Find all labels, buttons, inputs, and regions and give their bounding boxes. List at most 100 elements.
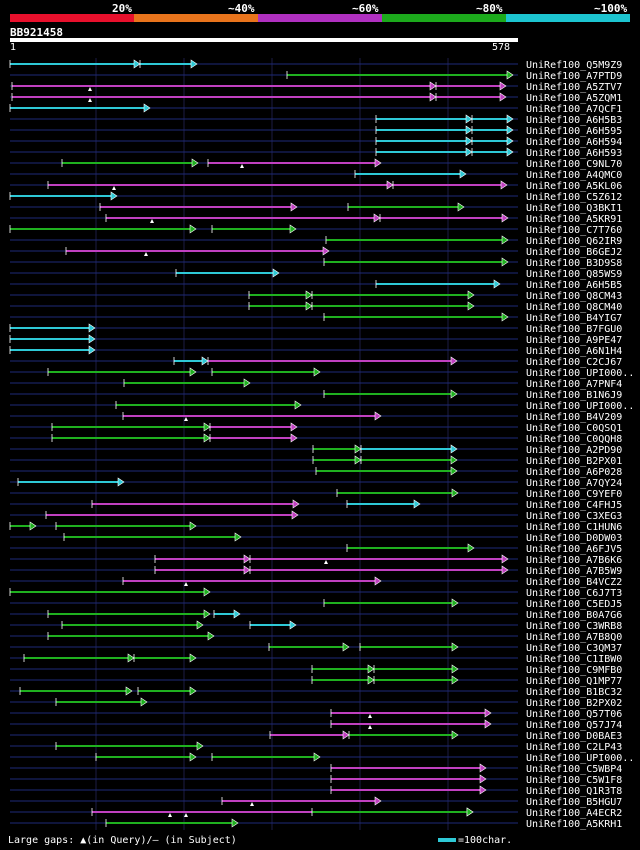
hsp-arrow <box>501 312 509 322</box>
hsp-arrow <box>450 356 458 366</box>
hit-label: UniRef100_A2PD90 <box>526 445 622 456</box>
hit-label: UniRef100_Q1R3T8 <box>526 786 622 797</box>
hsp-arrow <box>450 389 458 399</box>
hsp-arrow <box>88 345 96 355</box>
hsp-arrow <box>305 290 313 300</box>
hsp-arrow <box>272 268 280 278</box>
hsp-arrow <box>207 631 215 641</box>
hsp-arrow <box>289 224 297 234</box>
legend-band-40 <box>134 14 258 22</box>
query-gap-marker <box>168 813 172 817</box>
hsp-arrow <box>322 246 330 256</box>
hit-label: UniRef100_C2LP43 <box>526 742 622 753</box>
hsp-arrow <box>189 752 197 762</box>
hsp-arrow <box>196 741 204 751</box>
hit-label: UniRef100_A7PNF4 <box>526 379 622 390</box>
hsp-arrow <box>354 455 362 465</box>
hit-label: UniRef100_A6H5B3 <box>526 115 622 126</box>
hsp-arrow <box>189 367 197 377</box>
hit-label: UniRef100_C9YEF0 <box>526 489 622 500</box>
hsp-arrow <box>500 180 508 190</box>
hsp-arrow <box>506 125 514 135</box>
hsp-arrow <box>125 686 133 696</box>
hit-label: UniRef100_Q57T06 <box>526 709 622 720</box>
hit-label: UniRef100_D0BAE3 <box>526 731 622 742</box>
hsp-arrow <box>429 81 437 91</box>
hsp-arrow <box>88 334 96 344</box>
legend-label-80: ~80% <box>476 2 503 15</box>
hit-label: UniRef100_B3D9S8 <box>526 258 622 269</box>
hsp-arrow <box>479 774 487 784</box>
hit-label: UniRef100_Q62IR9 <box>526 236 622 247</box>
query-gap-marker <box>112 186 116 190</box>
hit-label: UniRef100_A5KL06 <box>526 181 622 192</box>
hsp-arrow <box>243 554 251 564</box>
hsp-arrow <box>429 92 437 102</box>
hit-label: UniRef100_A6N1H4 <box>526 346 622 357</box>
hit-label: UniRef100_C1HUN6 <box>526 522 622 533</box>
hit-label: UniRef100_A7B5W9 <box>526 566 622 577</box>
hsp-arrow <box>506 147 514 157</box>
hsp-arrow <box>373 213 381 223</box>
gap-legend: Large gaps: ▲(in Query)/– (in Subject) <box>8 835 237 846</box>
hsp-arrow <box>196 620 204 630</box>
hit-label: UniRef100_A4ECR2 <box>526 808 622 819</box>
hit-label: UniRef100_A4QMC0 <box>526 170 622 181</box>
hsp-arrow <box>451 598 459 608</box>
query-gap-marker <box>184 417 188 421</box>
hsp-arrow <box>465 125 473 135</box>
hit-label: UniRef100_C3QM37 <box>526 643 622 654</box>
hsp-arrow <box>450 444 458 454</box>
hit-label: UniRef100_C9MFB0 <box>526 665 622 676</box>
hit-label: UniRef100_A6H593 <box>526 148 622 159</box>
hsp-arrow <box>29 521 37 531</box>
hsp-arrow <box>374 796 382 806</box>
hit-label: UniRef100_C6J7T3 <box>526 588 622 599</box>
hsp-arrow <box>451 675 459 685</box>
hsp-arrow <box>451 488 459 498</box>
hsp-arrow <box>501 554 509 564</box>
hsp-arrow <box>290 433 298 443</box>
hit-label: UniRef100_A6H5B5 <box>526 280 622 291</box>
hsp-arrow <box>234 532 242 542</box>
hsp-arrow <box>451 664 459 674</box>
hit-label: UniRef100_C4FHJ5 <box>526 500 622 511</box>
hsp-arrow <box>292 499 300 509</box>
query-gap-marker <box>88 98 92 102</box>
hsp-arrow <box>413 499 421 509</box>
hit-label: UniRef100_A7PTD9 <box>526 71 622 82</box>
hsp-arrow <box>354 444 362 454</box>
hit-label: UniRef100_B2PX01 <box>526 456 622 467</box>
hsp-arrow <box>367 675 375 685</box>
hsp-arrow <box>140 697 148 707</box>
hsp-arrow <box>367 664 375 674</box>
ruler-end-label: 578 <box>492 42 511 53</box>
hit-label: UniRef100_A7QY24 <box>526 478 622 489</box>
hit-label: UniRef100_B4V209 <box>526 412 622 423</box>
hsp-arrow <box>290 422 298 432</box>
hsp-arrow <box>501 565 509 575</box>
hsp-arrow <box>450 455 458 465</box>
hit-label: UniRef100_A5KRH1 <box>526 819 622 830</box>
hsp-arrow <box>203 422 211 432</box>
hit-label: UniRef100_Q1MP77 <box>526 676 622 687</box>
hsp-arrow <box>291 510 299 520</box>
hit-label: UniRef100_C5WBP4 <box>526 764 622 775</box>
hsp-arrow <box>451 730 459 740</box>
hsp-arrow <box>501 213 509 223</box>
hit-label: UniRef100_Q85WS9 <box>526 269 622 280</box>
query-gap-marker <box>184 582 188 586</box>
hsp-arrow <box>479 785 487 795</box>
hsp-arrow <box>499 81 507 91</box>
hsp-arrow <box>231 818 239 828</box>
hit-label: UniRef100_A6H594 <box>526 137 622 148</box>
legend-label-20: 20% <box>112 2 132 15</box>
hsp-arrow <box>467 290 475 300</box>
hsp-arrow <box>88 323 96 333</box>
hit-label: UniRef100_A9PE47 <box>526 335 622 346</box>
hit-label: UniRef100_A5ZTV7 <box>526 82 622 93</box>
query-gap-marker <box>150 219 154 223</box>
hit-label: UniRef100_C5Z612 <box>526 192 622 203</box>
hsp-arrow <box>127 653 135 663</box>
hsp-arrow <box>191 158 199 168</box>
